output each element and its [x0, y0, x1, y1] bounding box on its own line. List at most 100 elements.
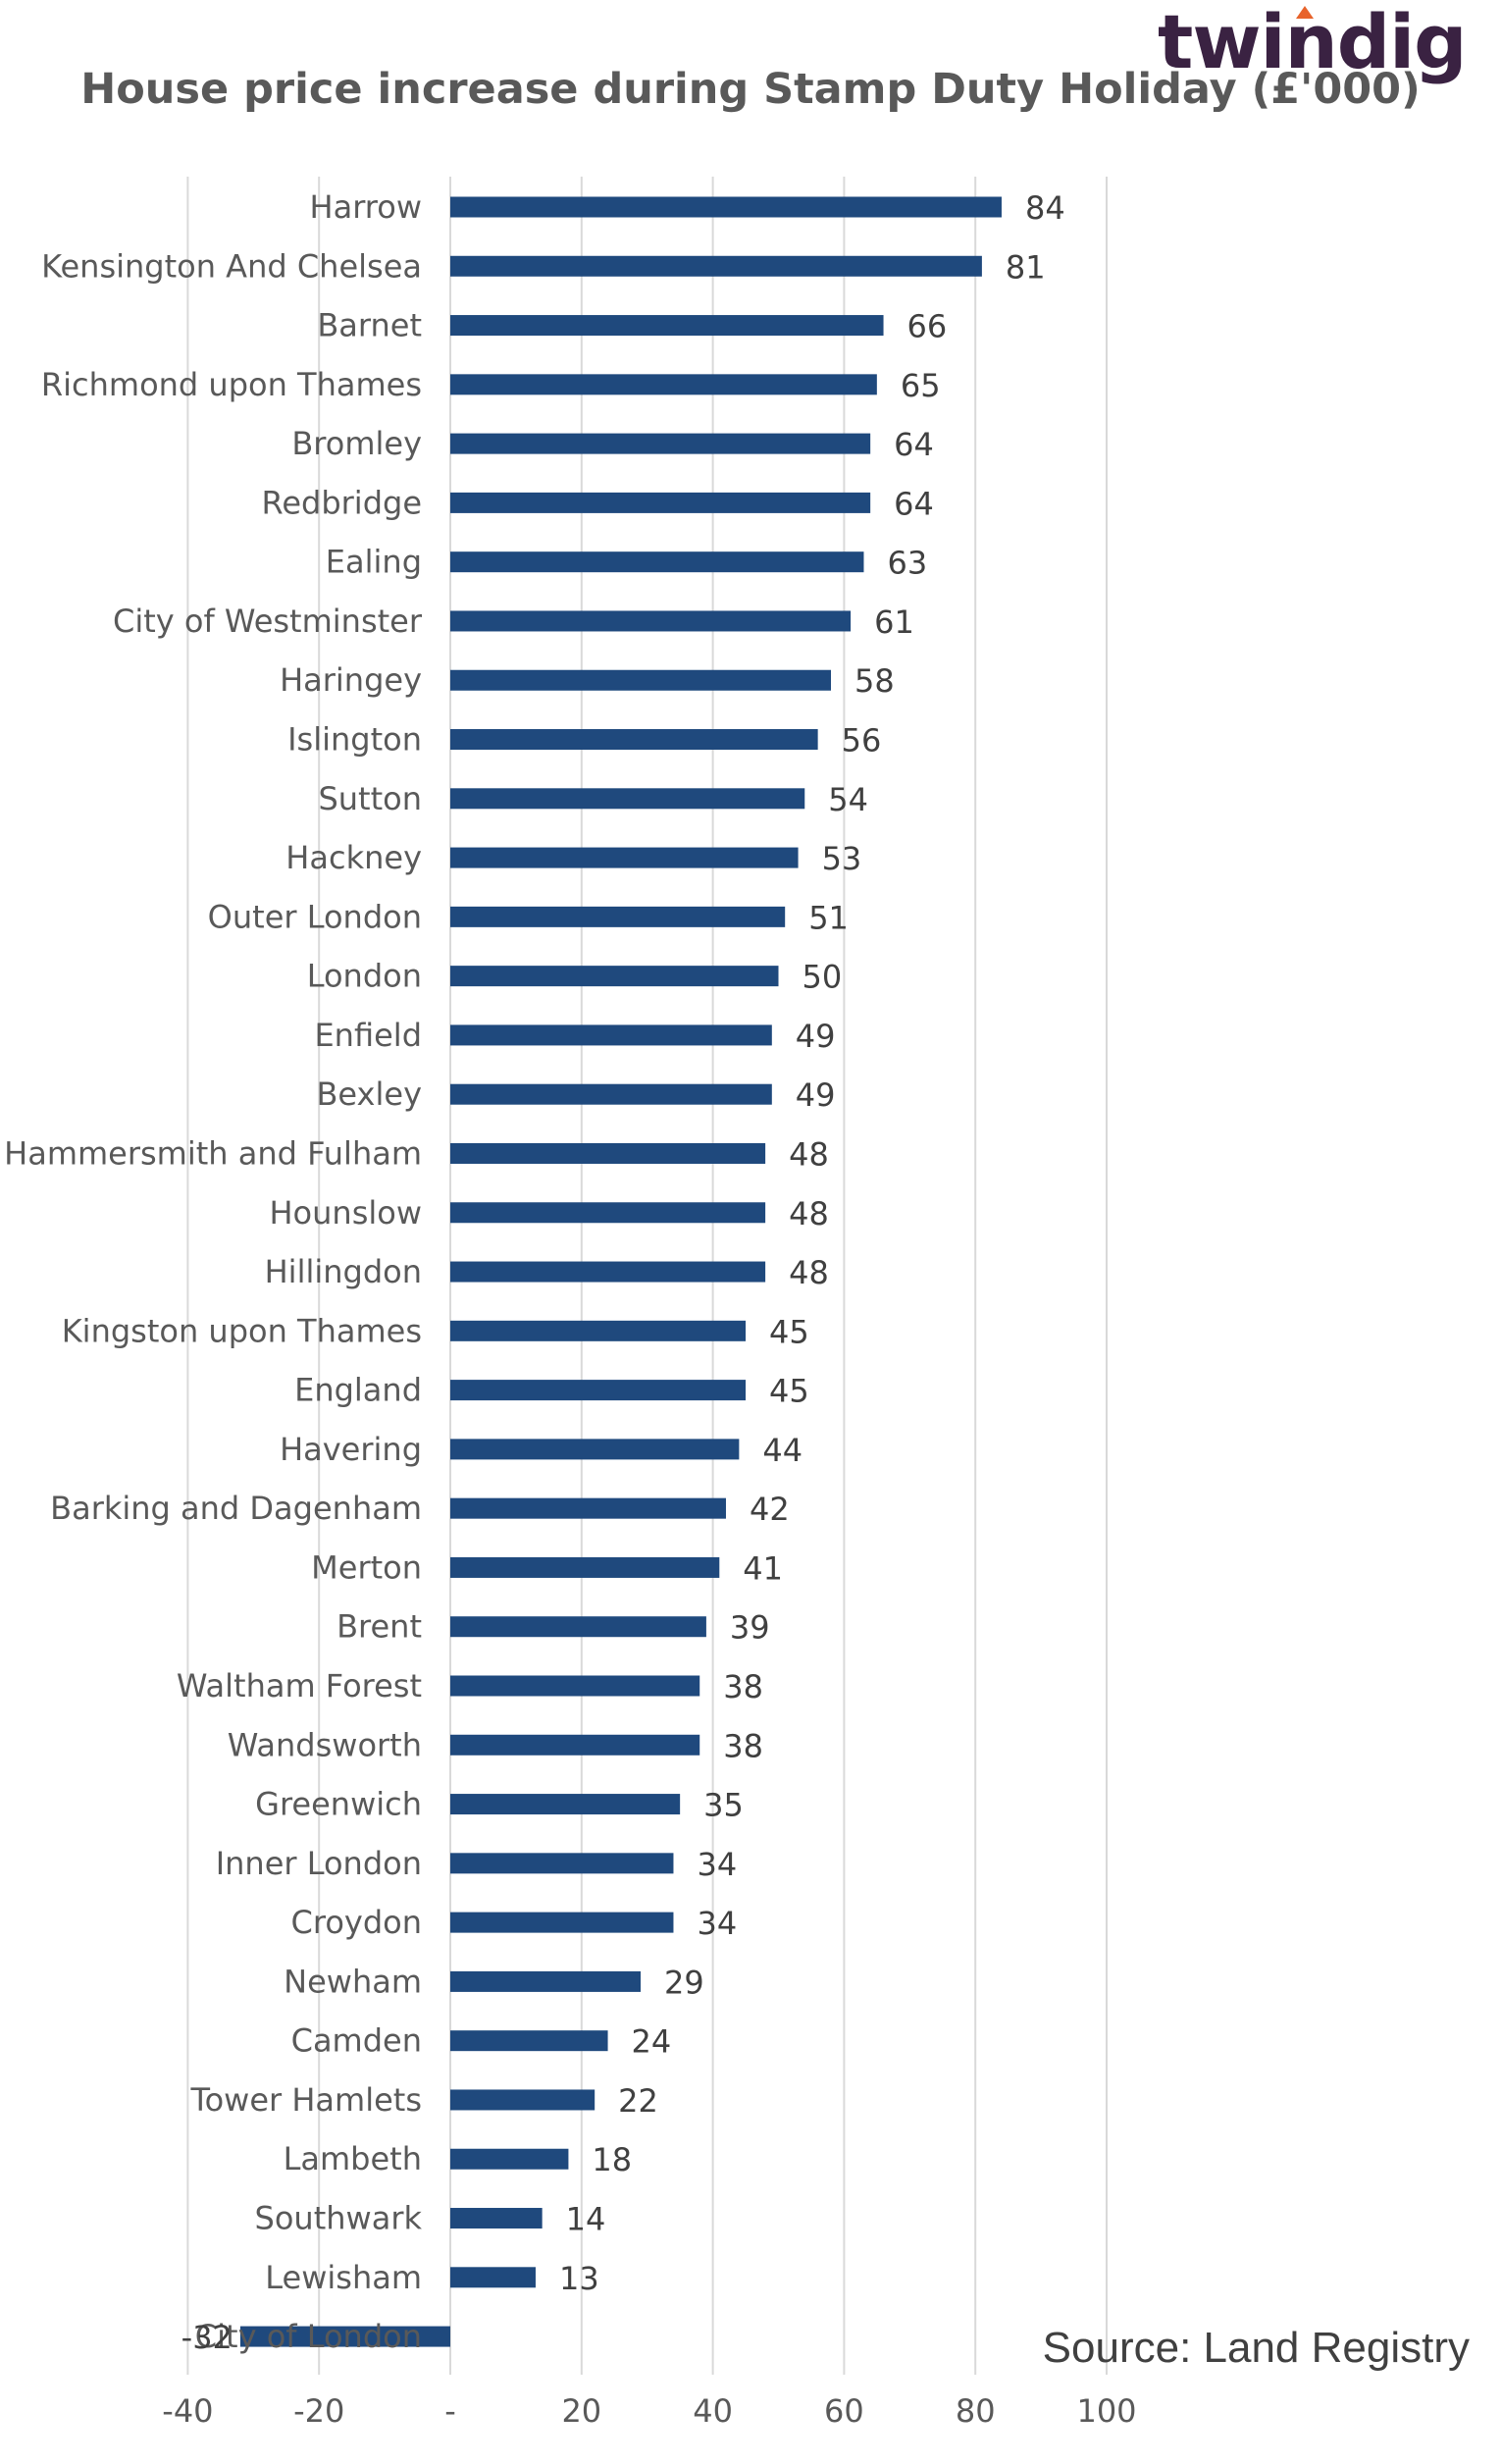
bar: [450, 1912, 674, 1933]
bar: [450, 1794, 681, 1815]
value-label: 13: [559, 2260, 599, 2297]
bar: [450, 2208, 543, 2229]
value-label: 45: [769, 1313, 809, 1350]
value-label: 42: [750, 1491, 790, 1528]
bar: [450, 729, 818, 751]
source-note: Source: Land Registry: [1042, 2324, 1470, 2372]
x-tick-label: 40: [693, 2392, 733, 2430]
bar: [450, 1024, 772, 1046]
bar: [450, 1261, 766, 1283]
bar: [450, 1202, 766, 1224]
bar: [450, 1970, 642, 1992]
category-label: Barnet: [317, 307, 422, 344]
category-label: Islington: [287, 721, 422, 759]
value-label: 49: [796, 1076, 836, 1114]
x-axis-ticks: -40 -20-20 40 60 80 100: [162, 2392, 1136, 2430]
value-label: 34: [697, 1905, 737, 1942]
value-label: 84: [1025, 189, 1065, 227]
bar: [450, 788, 805, 810]
bar: [450, 847, 799, 868]
value-label: 64: [894, 426, 934, 463]
category-label: Hillingdon: [265, 1253, 422, 1290]
value-label: 51: [808, 899, 849, 936]
bar: [450, 1675, 700, 1697]
bar: [450, 1497, 726, 1519]
category-label: Hackney: [285, 839, 422, 876]
x-tick-label: 100: [1076, 2392, 1136, 2430]
bar: [450, 2030, 608, 2052]
x-tick-label: -: [444, 2392, 456, 2430]
chart-title: House price increase during Stamp Duty H…: [80, 65, 1421, 114]
category-label: England: [294, 1372, 422, 1409]
category-label: Haringey: [280, 661, 422, 699]
category-label: Merton: [311, 1548, 422, 1586]
bar: [450, 551, 864, 573]
bar: [450, 1734, 700, 1756]
x-tick-label: 80: [956, 2392, 996, 2430]
bar: [450, 315, 884, 337]
category-label: Ealing: [326, 544, 422, 581]
category-label: City of London: [195, 2318, 422, 2355]
bar: [450, 966, 779, 987]
value-labels: 84 81 66 65 64 64 63 61 58 56 54 53 51 50 49 49 48 48 48 45…: [181, 189, 1065, 2356]
category-label: Kensington And Chelsea: [41, 247, 422, 285]
bar: [450, 255, 982, 277]
category-label: Camden: [291, 2022, 422, 2060]
category-label: Bromley: [291, 425, 422, 462]
category-label: Hammersmith and Fulham: [4, 1134, 422, 1172]
bar: [450, 610, 852, 632]
category-label: London: [307, 958, 422, 995]
bar: [450, 196, 1002, 218]
brand-logo-accent: [1296, 6, 1314, 19]
value-label: 66: [907, 308, 948, 345]
category-label: Enfield: [314, 1017, 422, 1054]
value-label: 39: [730, 1609, 770, 1647]
value-label: 38: [723, 1668, 763, 1705]
bar: [450, 1380, 747, 1401]
value-label: 50: [802, 959, 843, 996]
value-label: 54: [828, 781, 868, 818]
x-tick-label: 20: [561, 2392, 601, 2430]
category-label: Brent: [336, 1608, 422, 1646]
category-label: Sutton: [318, 780, 422, 817]
value-label: 53: [822, 840, 862, 877]
value-label: 56: [842, 722, 882, 760]
value-label: 81: [1006, 248, 1046, 286]
category-label: Bexley: [316, 1075, 422, 1113]
value-label: 48: [789, 1135, 829, 1173]
category-label: Kingston upon Thames: [62, 1312, 422, 1349]
category-label: Southwark: [255, 2200, 423, 2237]
value-label: 18: [592, 2141, 632, 2178]
category-labels: Harrow Kensington And Chelsea Barnet Richmo…: [4, 188, 423, 2355]
value-label: 38: [723, 1727, 763, 1764]
bar: [450, 2148, 569, 2170]
category-label: Waltham Forest: [177, 1667, 422, 1704]
bar: [450, 906, 786, 927]
bar: [450, 1083, 772, 1105]
category-label: Greenwich: [255, 1786, 422, 1823]
category-label: City of Westminster: [113, 603, 423, 640]
value-label: 63: [887, 545, 927, 582]
bar: [450, 669, 832, 691]
value-label: 58: [854, 662, 895, 700]
x-tick-label: -20: [293, 2392, 344, 2430]
value-label: -32: [181, 2319, 233, 2356]
bar: [450, 374, 877, 395]
value-label: 65: [901, 367, 941, 404]
value-label: 14: [566, 2201, 606, 2238]
category-label: Hounslow: [269, 1194, 422, 1232]
bar: [450, 1142, 766, 1164]
value-label: 64: [894, 485, 934, 522]
value-label: 44: [762, 1432, 802, 1469]
bar: [239, 2326, 450, 2347]
bar: [450, 2089, 595, 2111]
value-label: 22: [618, 2082, 658, 2120]
bar: [450, 1439, 740, 1460]
category-label: Newham: [284, 1963, 422, 2000]
category-label: Harrow: [310, 188, 422, 226]
value-label: 35: [703, 1787, 744, 1824]
category-label: Tower Hamlets: [189, 2081, 422, 2119]
category-label: Wandsworth: [228, 1726, 422, 1763]
category-label: Inner London: [216, 1845, 422, 1882]
